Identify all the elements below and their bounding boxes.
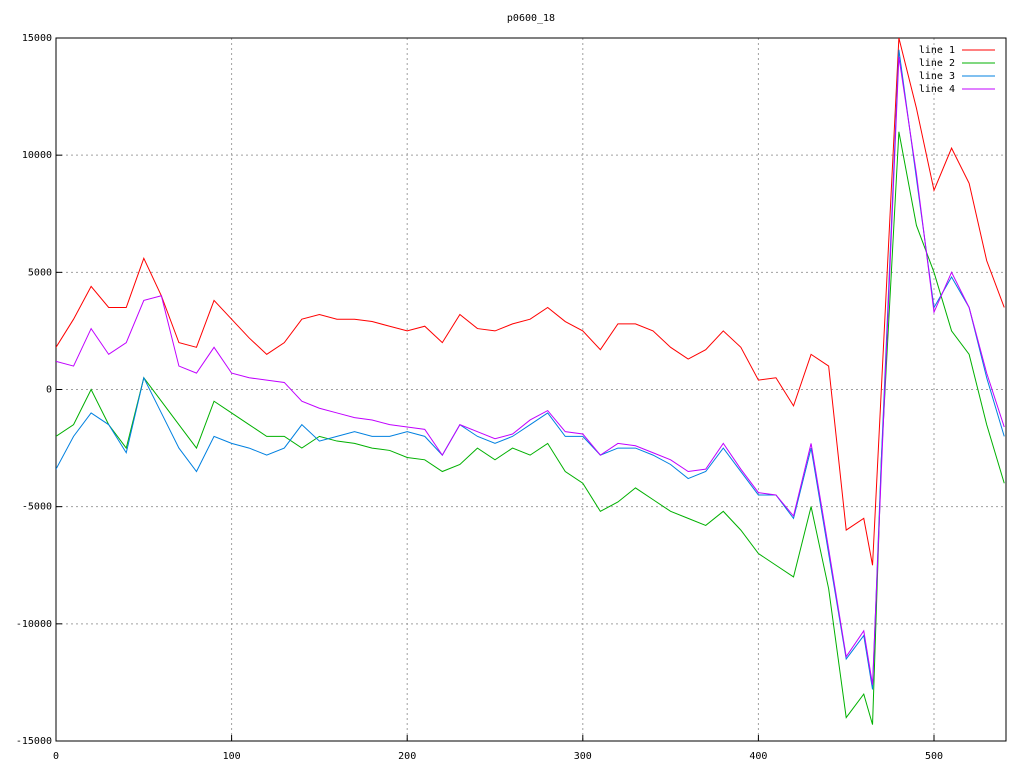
chart-title: p0600_18 <box>507 13 555 24</box>
x-tick-label: 400 <box>749 751 767 762</box>
y-tick-label: -15000 <box>16 736 52 747</box>
x-tick-label: 500 <box>925 751 943 762</box>
data-line <box>56 49 1005 690</box>
y-tick-label: 10000 <box>22 150 52 161</box>
data-line <box>56 56 1005 685</box>
y-tick-label: 0 <box>46 385 52 396</box>
data-line <box>56 131 1005 725</box>
plot-frame <box>55 37 1007 742</box>
y-tick-label: 15000 <box>22 33 52 44</box>
y-tick-label: -5000 <box>22 502 52 513</box>
legend-label: line 2 <box>919 58 955 69</box>
legend-label: line 4 <box>919 84 955 95</box>
x-tick-label: 0 <box>53 751 59 762</box>
legend-label: line 3 <box>919 71 955 82</box>
y-tick-label: 5000 <box>28 267 52 278</box>
y-tick-label: -10000 <box>16 619 52 630</box>
legend-label: line 1 <box>919 45 955 56</box>
x-tick-label: 300 <box>574 751 592 762</box>
data-line <box>56 38 1005 566</box>
x-tick-label: 100 <box>223 751 241 762</box>
x-tick-label: 200 <box>398 751 416 762</box>
